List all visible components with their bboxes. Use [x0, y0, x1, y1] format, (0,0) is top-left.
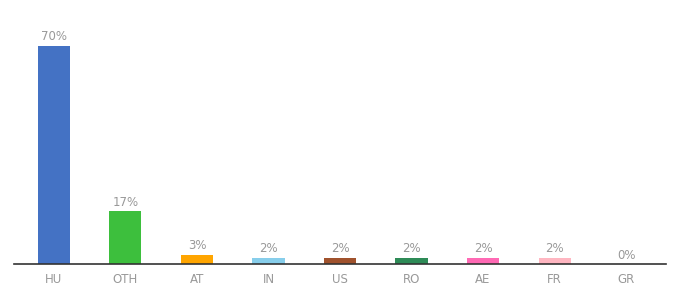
Bar: [109, 211, 141, 264]
Bar: [396, 258, 428, 264]
Text: 2%: 2%: [330, 242, 350, 255]
Bar: [181, 255, 213, 264]
Bar: [467, 258, 499, 264]
Text: 0%: 0%: [617, 248, 635, 262]
Bar: [539, 258, 571, 264]
Text: 2%: 2%: [402, 242, 421, 255]
Bar: [252, 258, 284, 264]
Text: 2%: 2%: [474, 242, 492, 255]
Bar: [38, 46, 70, 264]
Bar: [324, 258, 356, 264]
Text: 3%: 3%: [188, 239, 206, 252]
Text: 17%: 17%: [112, 196, 139, 208]
Text: 2%: 2%: [259, 242, 278, 255]
Text: 2%: 2%: [545, 242, 564, 255]
Text: 70%: 70%: [41, 30, 67, 44]
